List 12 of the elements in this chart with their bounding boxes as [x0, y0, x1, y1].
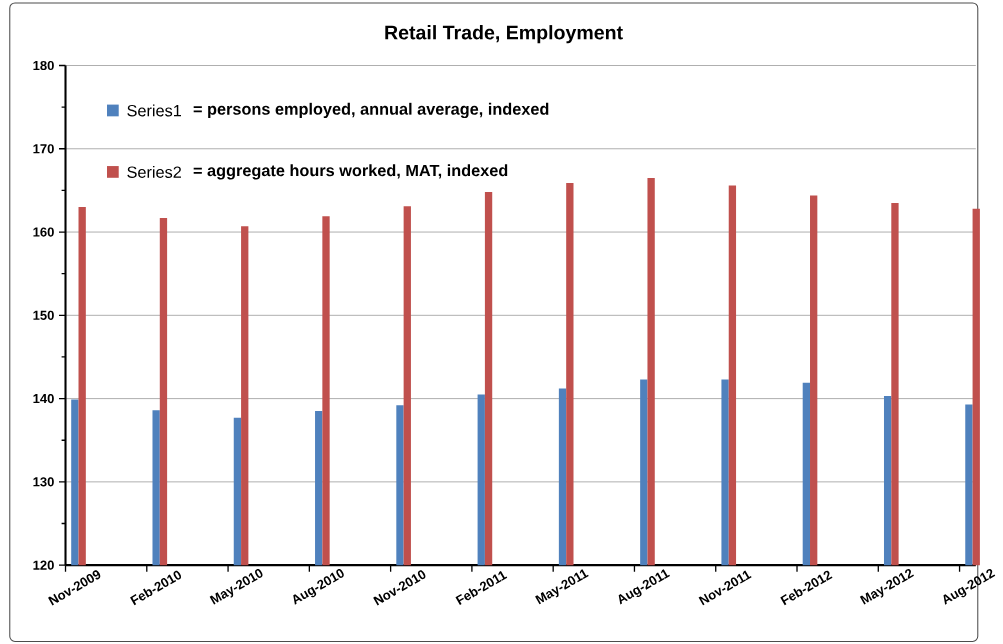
annotation: = aggregate hours worked, MAT, indexed [193, 164, 508, 180]
y-tick-label: 170 [33, 143, 54, 154]
y-tick-label: 140 [33, 393, 54, 404]
y-tick-label: 150 [33, 310, 54, 320]
chart-title: Retail Trade, Employment [385, 24, 623, 44]
annotation: = persons employed, annual average, indexed [193, 102, 549, 118]
y-tick-label: 160 [33, 227, 54, 237]
y-tick-label: 180 [33, 60, 54, 70]
legend-label: Series2 [127, 165, 181, 178]
y-tick-label: 130 [33, 477, 54, 487]
y-tick-label: 120 [33, 560, 54, 570]
legend-label: Series1 [127, 104, 181, 117]
